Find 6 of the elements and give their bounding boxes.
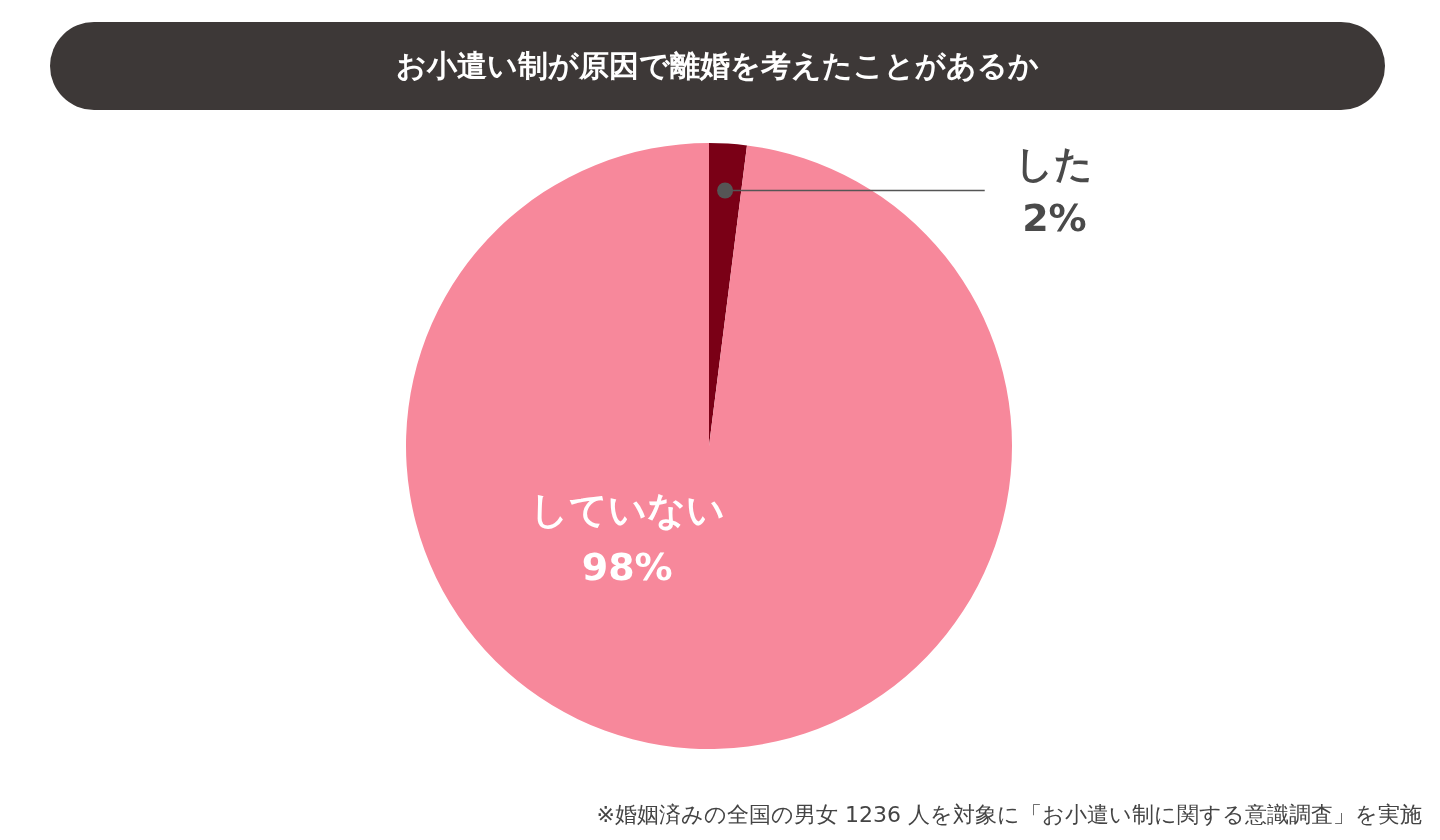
data-label: 2% bbox=[1022, 196, 1087, 241]
chart-title: お小遣い制が原因で離婚を考えたことがあるか bbox=[50, 22, 1385, 110]
slice-label: した bbox=[1015, 142, 1094, 187]
slice-label: していない bbox=[529, 487, 725, 532]
data-label: 98% bbox=[581, 544, 673, 589]
text: ※婚姻済みの全国の男女 1236 人を対象に「お小遣い制に関する意識調査」を実施 bbox=[596, 801, 1422, 829]
